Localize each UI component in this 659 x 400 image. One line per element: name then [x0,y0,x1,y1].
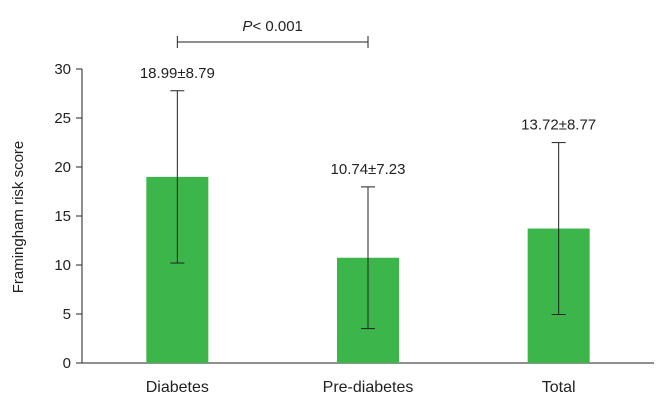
data-label: 18.99±8.79 [140,65,215,82]
category-label: Total [542,379,576,396]
data-label: 13.72±8.77 [521,117,596,134]
data-label: 10.74±7.23 [331,161,406,178]
significance-label: P< 0.001 [242,18,302,35]
category-label: Pre-diabetes [323,379,414,396]
category-label: Diabetes [146,379,209,396]
y-tick-label: 25 [54,110,71,127]
y-tick-label: 20 [54,159,71,176]
y-tick-label: 10 [54,257,71,274]
y-tick-label: 30 [54,61,71,78]
y-tick-label: 5 [63,306,71,323]
y-tick-label: 15 [54,208,71,225]
y-tick-label: 0 [63,355,71,372]
y-axis-label: Framingham risk score [10,141,27,294]
